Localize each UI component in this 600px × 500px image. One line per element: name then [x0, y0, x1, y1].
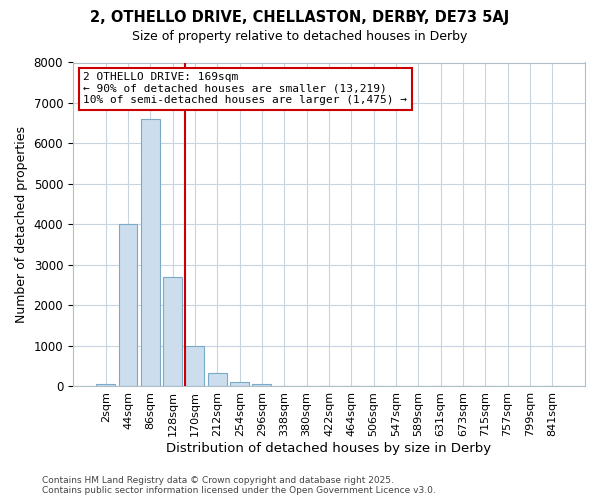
- X-axis label: Distribution of detached houses by size in Derby: Distribution of detached houses by size …: [166, 442, 491, 455]
- Y-axis label: Number of detached properties: Number of detached properties: [15, 126, 28, 323]
- Bar: [185, 346, 205, 387]
- Bar: [141, 119, 160, 386]
- Bar: [208, 373, 227, 386]
- Bar: [253, 384, 271, 386]
- Bar: [119, 224, 137, 386]
- Bar: [163, 277, 182, 386]
- Bar: [230, 382, 249, 386]
- Text: 2 OTHELLO DRIVE: 169sqm
← 90% of detached houses are smaller (13,219)
10% of sem: 2 OTHELLO DRIVE: 169sqm ← 90% of detache…: [83, 72, 407, 106]
- Text: 2, OTHELLO DRIVE, CHELLASTON, DERBY, DE73 5AJ: 2, OTHELLO DRIVE, CHELLASTON, DERBY, DE7…: [91, 10, 509, 25]
- Text: Size of property relative to detached houses in Derby: Size of property relative to detached ho…: [133, 30, 467, 43]
- Bar: [96, 384, 115, 386]
- Text: Contains HM Land Registry data © Crown copyright and database right 2025.
Contai: Contains HM Land Registry data © Crown c…: [42, 476, 436, 495]
